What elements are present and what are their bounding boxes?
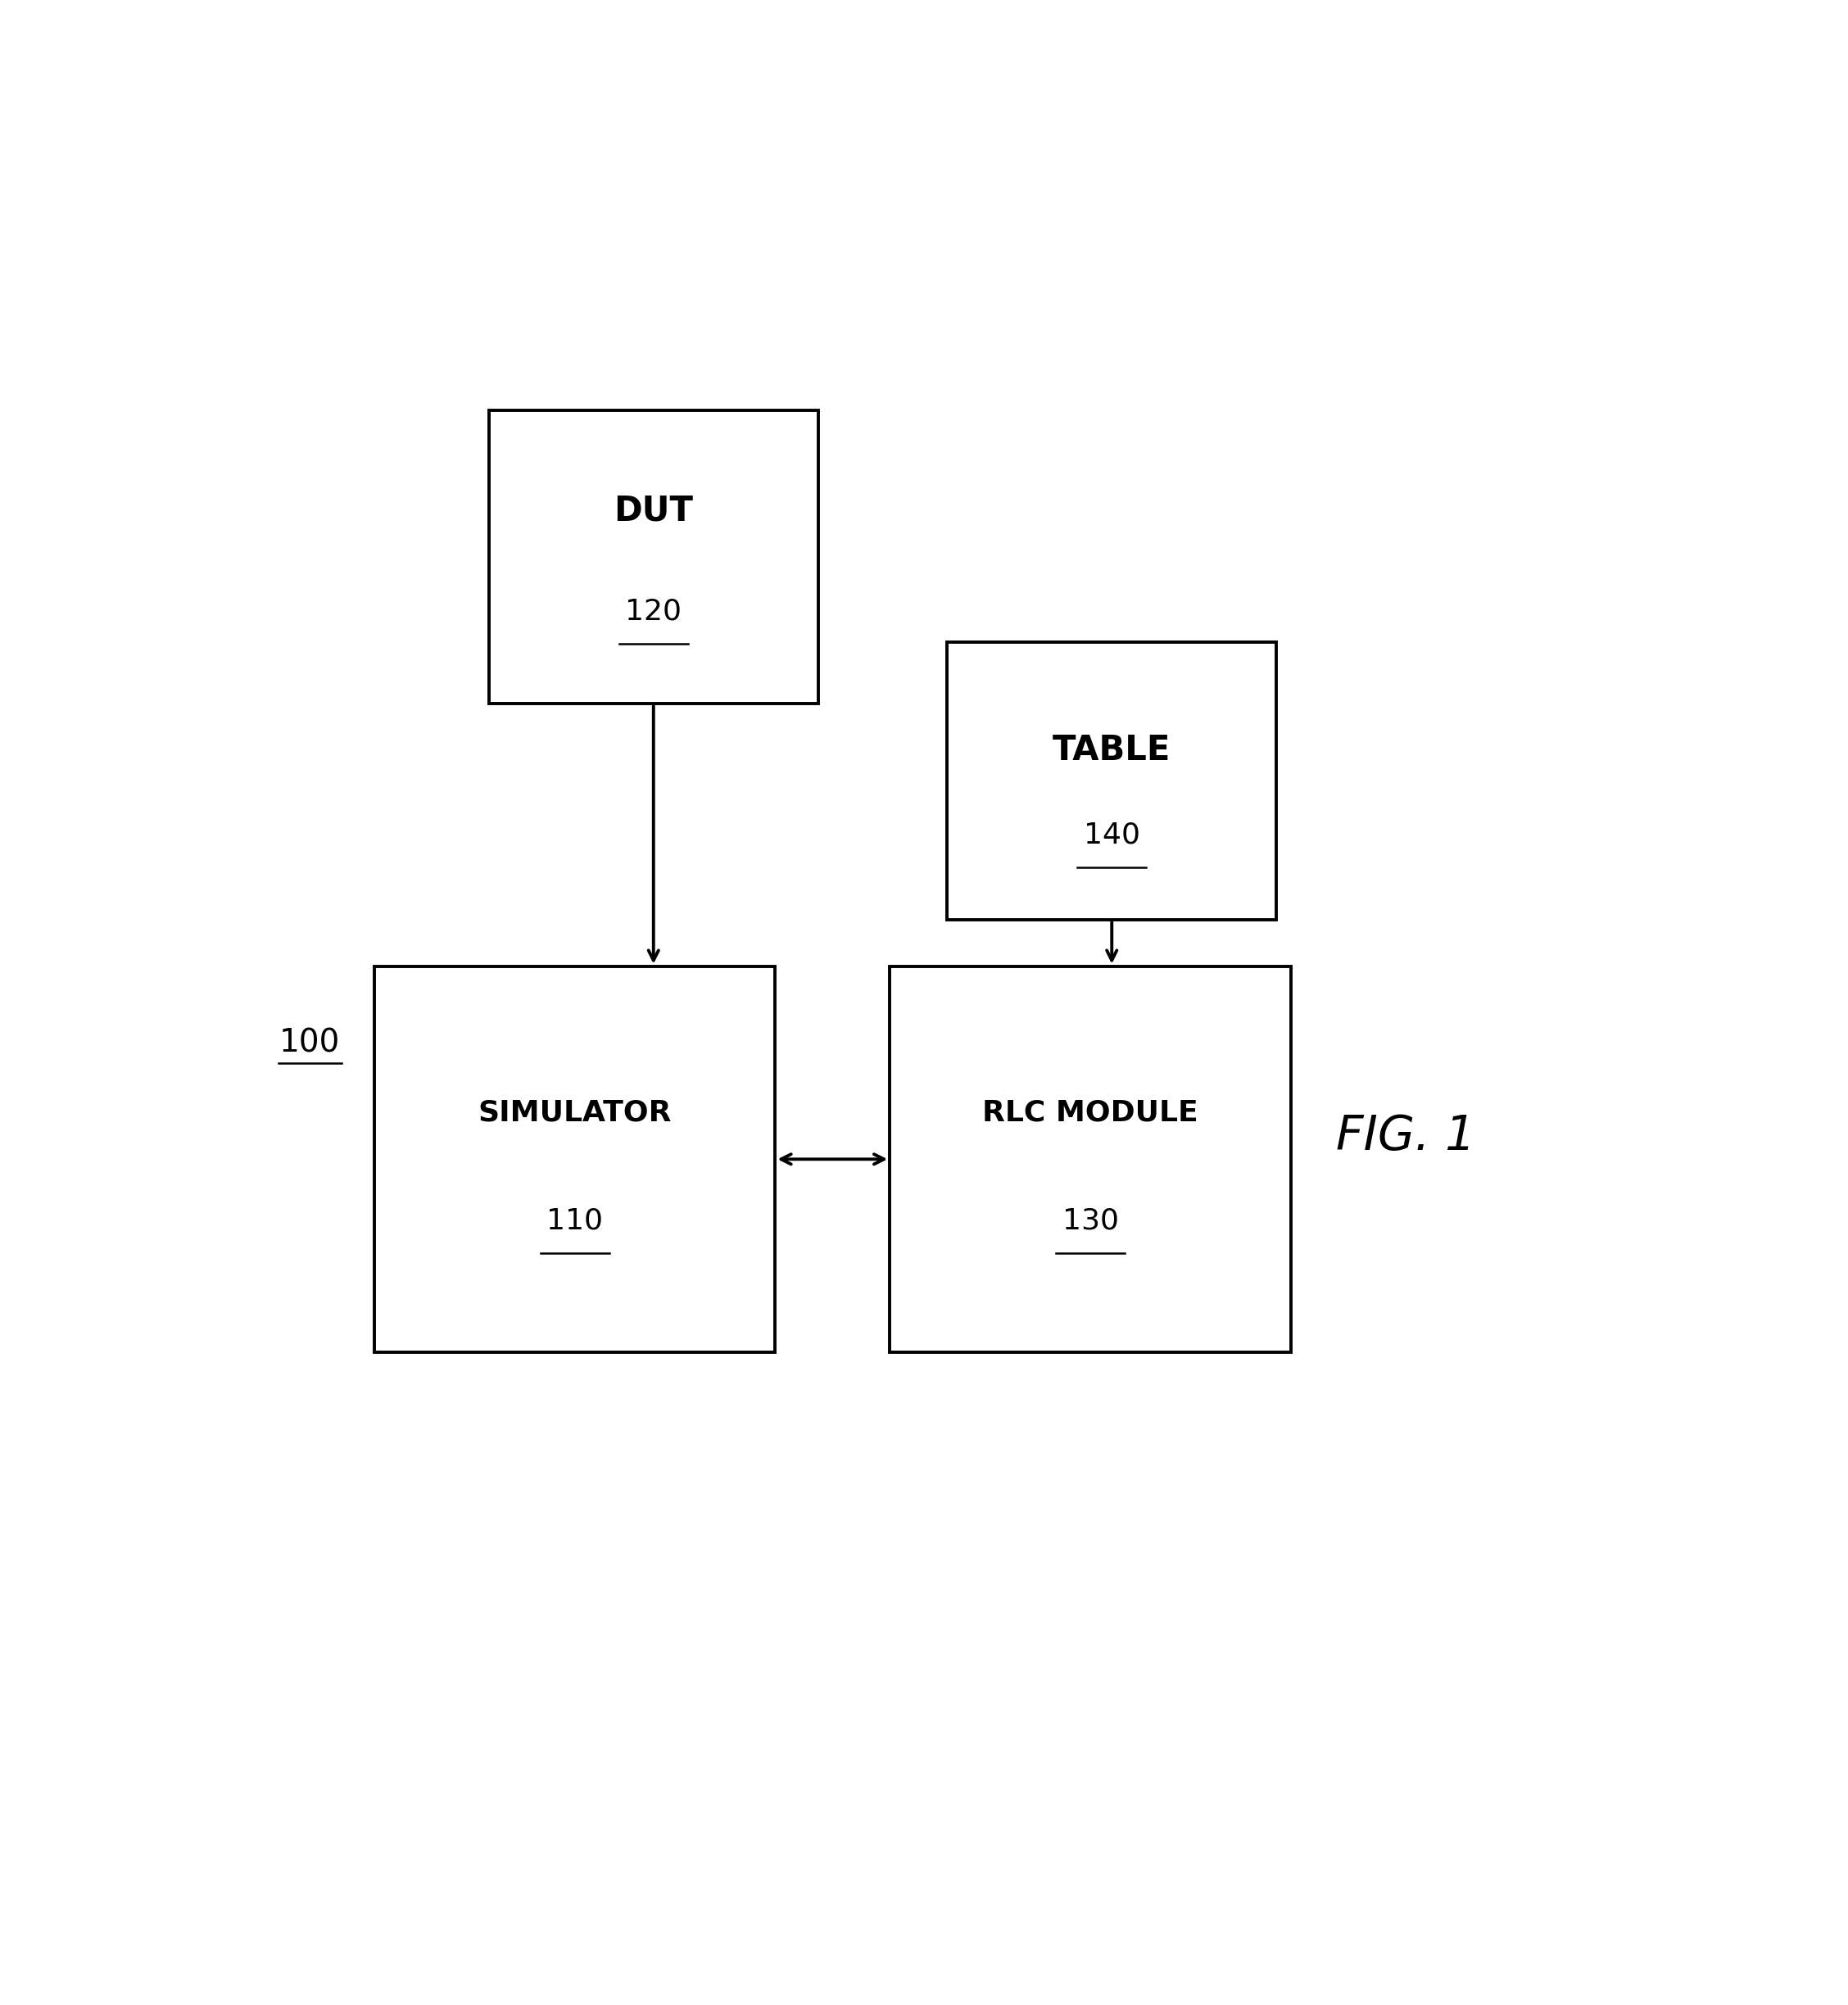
- Text: TABLE: TABLE: [1053, 734, 1172, 768]
- Text: SIMULATOR: SIMULATOR: [479, 1099, 671, 1127]
- Text: 120: 120: [625, 597, 682, 626]
- Bar: [891, 966, 1290, 1351]
- Text: FIG. 1: FIG. 1: [1336, 1113, 1475, 1159]
- Bar: [373, 966, 776, 1351]
- Text: 100: 100: [279, 1029, 340, 1059]
- Text: DUT: DUT: [614, 493, 693, 527]
- Text: 130: 130: [1063, 1207, 1118, 1235]
- Bar: [488, 411, 819, 704]
- Text: 140: 140: [1083, 822, 1140, 848]
- Bar: [946, 642, 1277, 920]
- Text: RLC MODULE: RLC MODULE: [983, 1099, 1198, 1127]
- Text: 110: 110: [547, 1207, 602, 1235]
